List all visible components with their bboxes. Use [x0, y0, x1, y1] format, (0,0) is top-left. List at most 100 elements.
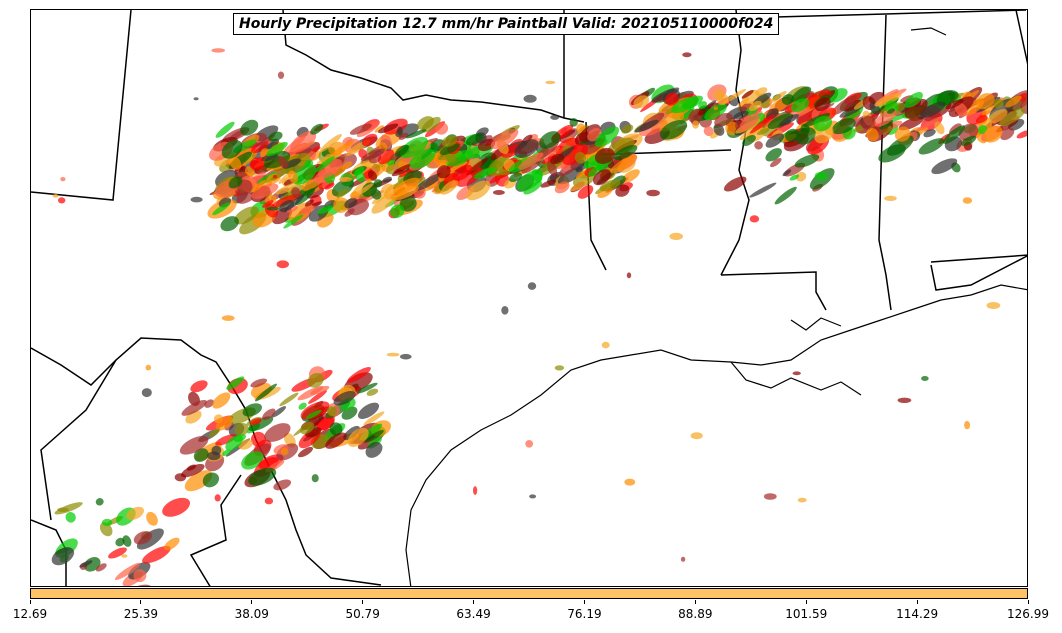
precip-blob — [897, 397, 912, 403]
precipitation-map — [31, 10, 1027, 586]
precip-blob — [174, 473, 187, 482]
precip-blob — [874, 92, 902, 107]
precip-blob — [248, 467, 277, 486]
precip-blob — [310, 385, 330, 395]
precip-blob — [465, 133, 484, 146]
precip-blob — [795, 127, 816, 145]
precip-blob — [390, 204, 405, 219]
precip-blob — [300, 401, 330, 420]
precip-blob — [331, 178, 355, 197]
precip-blob — [354, 166, 365, 176]
precip-blob — [115, 537, 125, 547]
precip-blob — [527, 282, 537, 290]
precip-blob — [763, 493, 777, 500]
precip-blob — [975, 115, 988, 124]
precip-blob — [569, 118, 578, 127]
state-border-ga — [1015, 10, 1027, 65]
precip-blob — [357, 402, 380, 419]
precip-blob — [279, 392, 299, 407]
precip-blob — [297, 446, 314, 458]
precip-blob — [785, 128, 800, 142]
precip-blob — [363, 411, 385, 426]
precip-blob — [145, 364, 152, 371]
precip-blob — [399, 196, 417, 212]
colorbar-tick — [916, 600, 918, 604]
precip-blob — [457, 154, 467, 161]
precip-blob — [814, 97, 831, 112]
colorbar-tick-label: 76.19 — [567, 607, 602, 621]
precip-blob — [266, 141, 288, 157]
precip-blob — [356, 382, 378, 394]
precip-blob — [943, 125, 966, 144]
precip-blob — [99, 522, 113, 537]
colorbar-tick — [694, 600, 696, 604]
precip-blob — [242, 403, 262, 417]
colorbar-tick-label: 12.69 — [12, 607, 48, 621]
precip-blob — [222, 449, 231, 457]
precip-blob — [179, 435, 209, 455]
precip-blob — [264, 497, 274, 505]
precip-blob — [304, 199, 314, 207]
precip-blob — [234, 422, 249, 436]
precip-blob — [326, 406, 337, 417]
precip-blob — [186, 464, 197, 471]
precip-blob — [399, 136, 429, 159]
precip-blob — [365, 441, 383, 458]
precip-blob — [626, 272, 632, 279]
precip-blob — [493, 190, 505, 195]
precip-blob — [114, 562, 141, 580]
precip-blob — [523, 94, 537, 103]
precip-blob — [692, 120, 700, 129]
precip-blob — [986, 302, 1001, 309]
precip-blob — [211, 48, 226, 53]
precip-blob — [354, 183, 374, 197]
precip-blob — [251, 183, 279, 199]
precip-blob — [455, 165, 484, 187]
precip-blob — [999, 108, 1026, 127]
precip-blob — [449, 161, 468, 172]
precip-blob — [101, 518, 113, 527]
precip-blob — [975, 93, 995, 110]
precip-blob — [790, 86, 812, 104]
precip-blob — [215, 434, 238, 446]
precip-blob — [638, 119, 668, 137]
map-title: Hourly Precipitation 12.7 mm/hr Paintbal… — [233, 13, 780, 35]
precip-blob — [921, 376, 929, 381]
precip-blob — [733, 110, 749, 120]
precip-blob — [770, 158, 782, 168]
coast-detail-1 — [730, 361, 862, 396]
precip-blob — [58, 197, 66, 204]
precip-blob — [923, 129, 936, 138]
precip-blob — [714, 112, 733, 127]
precip-blob — [445, 154, 453, 161]
precip-blob — [95, 563, 107, 572]
precip-blob — [550, 114, 560, 120]
precip-blob — [529, 494, 537, 499]
precip-blob — [329, 422, 343, 436]
precip-blob — [133, 569, 147, 583]
precip-blob — [343, 425, 360, 441]
map-frame — [30, 9, 1028, 587]
colorbar-tick — [362, 600, 364, 604]
gulf-coastline — [405, 284, 1027, 586]
precip-blob — [60, 177, 66, 182]
precip-blob — [904, 98, 928, 119]
precip-blob — [270, 193, 301, 208]
precip-blob — [894, 126, 911, 142]
precip-blob — [347, 427, 369, 447]
precip-blob — [814, 171, 828, 181]
precip-blob — [273, 479, 292, 491]
precip-blob — [749, 114, 775, 134]
precip-blob — [207, 451, 221, 461]
precip-blob — [439, 143, 460, 155]
precip-blob — [317, 205, 333, 214]
precip-blob — [789, 174, 800, 181]
precip-blob — [435, 122, 449, 135]
precip-blob — [333, 197, 350, 213]
precip-blob — [523, 181, 543, 195]
precip-blob — [249, 157, 264, 171]
precip-blob — [298, 402, 307, 410]
precip-blob — [288, 170, 299, 183]
precip-blob — [371, 193, 396, 214]
precip-blob — [361, 133, 378, 147]
